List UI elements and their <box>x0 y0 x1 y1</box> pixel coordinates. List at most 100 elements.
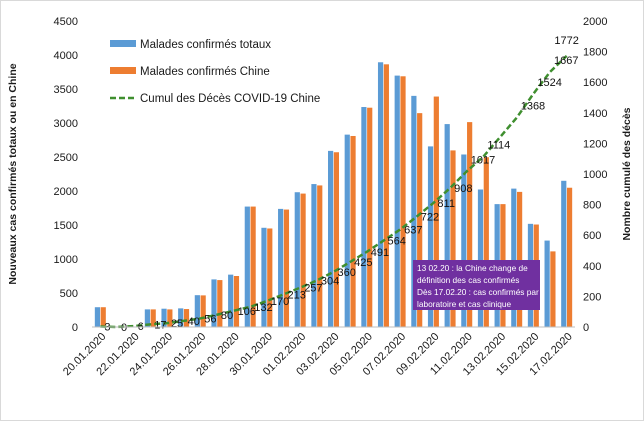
bar-total <box>211 279 217 327</box>
y-left-tick-label: 500 <box>60 288 78 300</box>
death-data-label: 722 <box>421 212 439 224</box>
y-left-tick-label: 1500 <box>54 220 78 232</box>
y-right-tick-label: 400 <box>583 261 601 273</box>
bar-china <box>183 309 190 327</box>
death-data-label: 80 <box>221 310 233 322</box>
bar-china <box>333 152 339 327</box>
annotation-background <box>413 260 540 310</box>
y-right-tick-label: 200 <box>583 291 601 303</box>
death-data-label: 132 <box>254 302 272 314</box>
annotation-line-2: définition des cas confirmés <box>417 275 519 285</box>
bar-total <box>394 75 400 327</box>
y-left-tick-label: 4500 <box>54 16 78 28</box>
bar-china <box>233 276 240 327</box>
bar-total <box>294 192 300 327</box>
y-right-tick-label: 1400 <box>583 108 607 120</box>
bar-china <box>150 309 156 327</box>
bar-total <box>361 107 367 328</box>
bar-china <box>367 107 373 327</box>
y-right-tick-label: 2000 <box>583 16 607 28</box>
y-left-axis-title: Nouveaux cas confirmés totaux ou en Chin… <box>7 63 19 284</box>
bar-total <box>194 295 200 327</box>
y-right-tick-label: 600 <box>583 230 601 242</box>
death-data-label: 304 <box>321 275 339 287</box>
deaths-line <box>100 54 568 329</box>
bar-total <box>311 184 317 327</box>
death-data-label: 637 <box>404 225 422 237</box>
legend-label-total: Malades confirmés totaux <box>140 39 271 51</box>
death-data-label: 106 <box>238 306 256 318</box>
death-data-label: 1772 <box>554 35 578 47</box>
bar-total <box>228 274 234 327</box>
bar-total <box>461 154 467 327</box>
bar-china <box>467 122 473 327</box>
legend-swatch-total <box>110 40 136 47</box>
death-data-label: 1524 <box>537 77 561 89</box>
bar-china <box>450 150 456 327</box>
bar-total <box>161 308 167 327</box>
bar-china <box>350 135 356 327</box>
bar-total <box>328 150 334 327</box>
death-data-label: 811 <box>437 198 455 210</box>
bar-total <box>94 307 101 327</box>
bar-china <box>433 96 439 327</box>
bar-china <box>550 251 556 327</box>
death-data-label: 1114 <box>487 140 510 152</box>
death-data-label: 0 <box>121 322 127 334</box>
bar-china <box>383 64 389 327</box>
death-data-label: 213 <box>288 289 306 301</box>
death-data-label: 1368 <box>521 101 545 113</box>
bar-china <box>100 307 106 327</box>
y-right-tick-label: 0 <box>583 322 589 334</box>
bar-china <box>517 191 523 327</box>
annotation-line-4: laboratoire et cas clinique <box>417 299 511 309</box>
bar-china <box>317 185 323 327</box>
bar-china <box>267 228 273 327</box>
bar-china <box>300 193 306 327</box>
y-right-axis-title: Nombre cumulé des décès <box>621 107 633 240</box>
bar-total <box>377 62 384 327</box>
death-data-label: 564 <box>387 236 405 248</box>
bar-total <box>544 240 550 327</box>
y-left-tick-label: 1000 <box>54 254 78 266</box>
deaths-line-layer <box>100 54 568 329</box>
y-left-tick-label: 3500 <box>54 84 78 96</box>
y-left-tick-label: 3000 <box>54 118 78 130</box>
y-right-tick-label: 1600 <box>583 77 607 89</box>
y-left-tick-label: 2000 <box>54 186 78 198</box>
bar-total <box>261 227 267 327</box>
death-data-label: 491 <box>371 247 389 259</box>
death-data-label: 1667 <box>554 55 578 67</box>
bar-china <box>566 187 573 327</box>
y-right-tick-label: 1800 <box>583 47 607 59</box>
death-data-label: 257 <box>304 283 322 295</box>
legend-label-china: Malades confirmés Chine <box>140 66 270 78</box>
bar-total <box>278 208 284 327</box>
legend: Malades confirmés totaux Malades confirm… <box>110 39 320 105</box>
y-right-tick-label: 1000 <box>583 169 607 181</box>
bar-total <box>144 309 150 327</box>
annotation-box: 13 02.20 : la Chine change de définition… <box>413 260 540 310</box>
y-right-tick-label: 1200 <box>583 138 607 150</box>
death-data-label: 170 <box>271 296 289 308</box>
legend-swatch-china <box>110 67 136 74</box>
bar-total <box>244 206 250 327</box>
bar-total <box>511 188 517 327</box>
y-left-tick-label: 2500 <box>54 152 78 164</box>
death-data-label: 25 <box>171 318 183 330</box>
bar-china <box>283 209 290 327</box>
bar-china <box>167 309 173 327</box>
bar-china <box>417 113 423 327</box>
bar-china <box>250 206 256 327</box>
death-data-label: 56 <box>204 313 216 325</box>
bar-total <box>477 189 484 327</box>
bar-total <box>561 180 567 327</box>
death-data-label: 908 <box>454 183 472 195</box>
legend-label-deaths: Cumul des Décès COVID-19 Chine <box>140 93 320 105</box>
death-data-label: 3 <box>104 322 110 334</box>
y-left-tick-label: 0 <box>72 322 78 334</box>
death-data-label: 1017 <box>471 154 495 166</box>
annotation-line-1: 13 02.20 : la Chine change de <box>417 263 528 273</box>
bar-china <box>217 280 223 327</box>
